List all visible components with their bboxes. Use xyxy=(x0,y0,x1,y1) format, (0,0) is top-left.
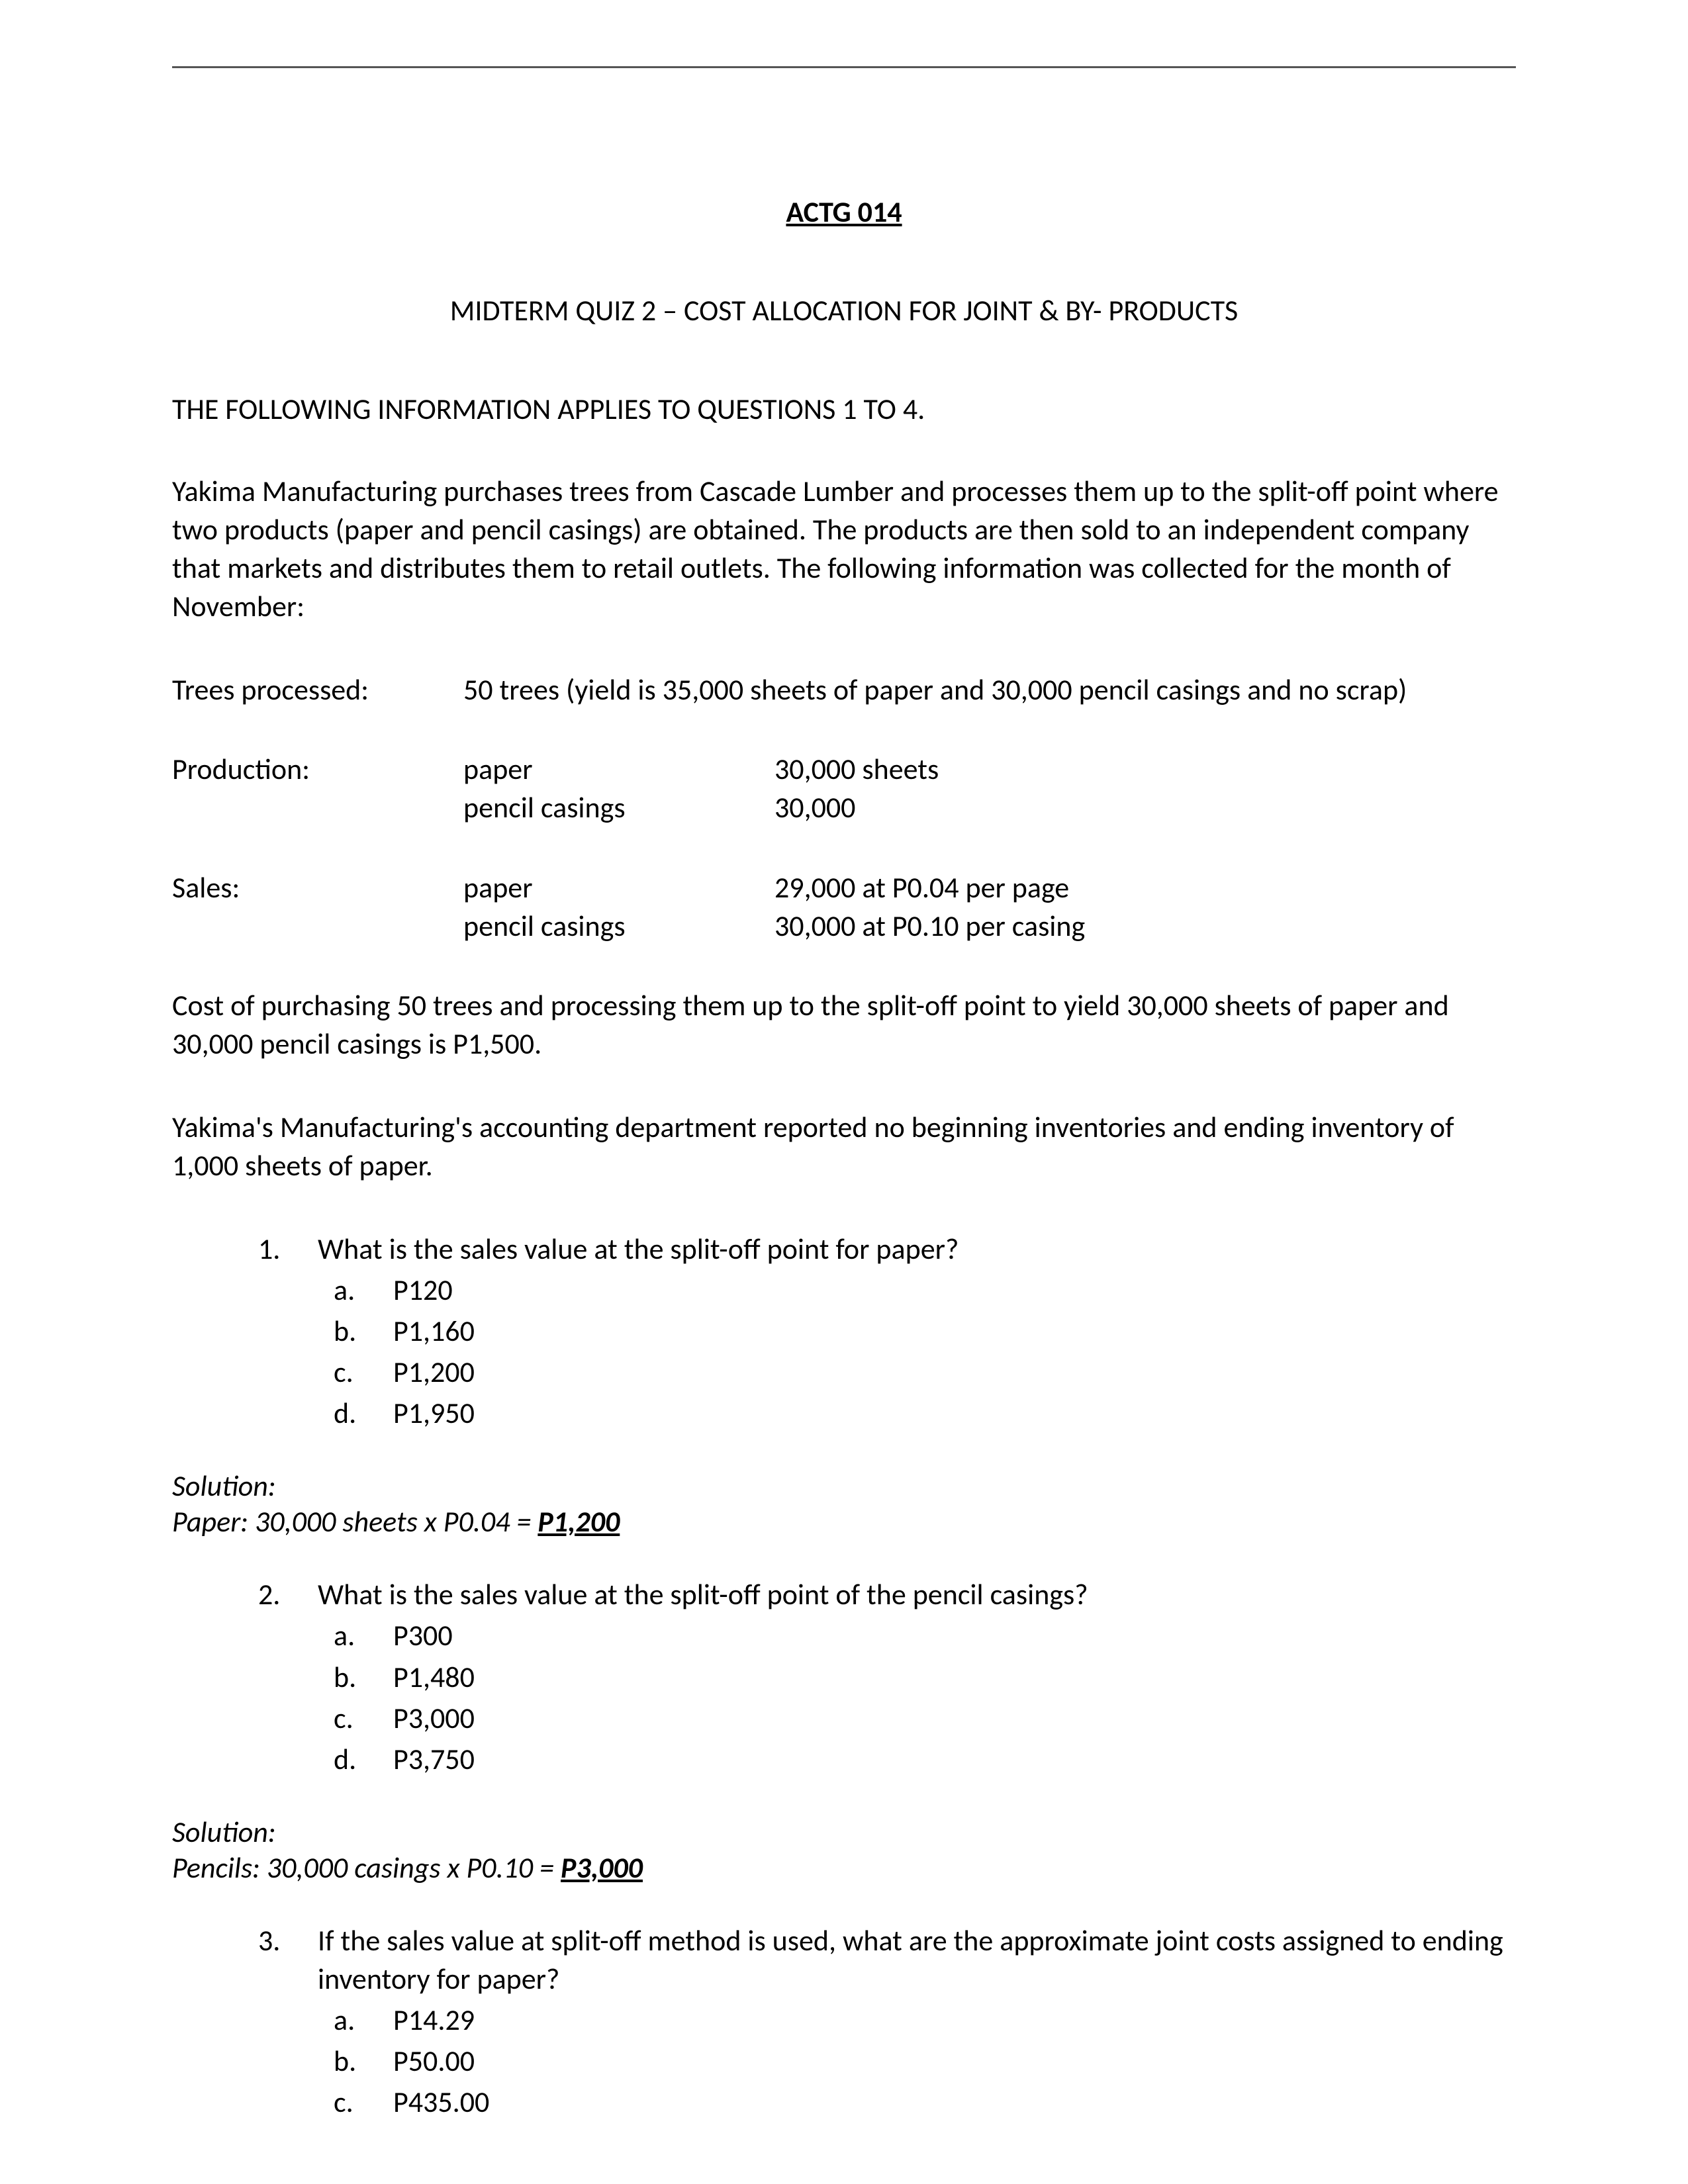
cost-paragraph: Cost of purchasing 50 trees and processi… xyxy=(172,986,1516,1063)
q2-number: 2. xyxy=(258,1575,318,1614)
q1-text: What is the sales value at the split-off… xyxy=(318,1230,1516,1268)
q1-option-d: d. P1,950 xyxy=(334,1394,1516,1432)
question-2: 2. What is the sales value at the split-… xyxy=(172,1575,1516,1778)
page: ACTG 014 MIDTERM QUIZ 2 – COST ALLOCATIO… xyxy=(0,0,1688,2121)
q1-solution: Paper: 30,000 sheets x P0.04 = P1,200 xyxy=(172,1504,1516,1539)
trees-value: 50 trees (yield is 35,000 sheets of pape… xyxy=(463,670,1516,709)
sales-label: Sales: xyxy=(172,868,463,907)
q3-option-b: b. P50.00 xyxy=(334,2042,1516,2080)
q1-number: 1. xyxy=(258,1230,318,1268)
production-qty-1: 30,000 xyxy=(774,788,1516,827)
q1-solution-label: Solution: xyxy=(172,1468,1516,1504)
q1-answer: P1,200 xyxy=(538,1504,620,1539)
sales-qty-1: 30,000 at P0.10 per casing xyxy=(774,907,1516,945)
q2-solution: Pencils: 30,000 casings x P0.10 = P3,000 xyxy=(172,1850,1516,1886)
q2-option-a: a. P300 xyxy=(334,1616,1516,1655)
production-item-0: paper xyxy=(463,750,774,788)
q1-option-b: b. P1,160 xyxy=(334,1312,1516,1350)
trees-block: Trees processed: 50 trees (yield is 35,0… xyxy=(172,670,1516,709)
q2-option-c: c. P3,000 xyxy=(334,1699,1516,1737)
q2-answer: P3,000 xyxy=(561,1850,643,1886)
trees-label: Trees processed: xyxy=(172,670,463,709)
production-item-1: pencil casings xyxy=(463,788,774,827)
q2-text: What is the sales value at the split-off… xyxy=(318,1575,1516,1614)
sales-qty-0: 29,000 at P0.04 per page xyxy=(774,868,1516,907)
question-3: 3. If the sales value at split-off metho… xyxy=(172,1921,1516,2121)
sales-item-0: paper xyxy=(463,868,774,907)
q3-text: If the sales value at split-off method i… xyxy=(318,1921,1516,1998)
applies-header: THE FOLLOWING INFORMATION APPLIES TO QUE… xyxy=(172,391,1516,427)
q2-solution-label: Solution: xyxy=(172,1814,1516,1850)
production-label: Production: xyxy=(172,750,463,788)
sales-item-1: pencil casings xyxy=(463,907,774,945)
sales-block: Sales: paper 29,000 at P0.04 per page pe… xyxy=(172,868,1516,945)
q3-option-a: a. P14.29 xyxy=(334,2001,1516,2039)
q3-option-c: c. P435.00 xyxy=(334,2083,1516,2121)
course-title: ACTG 014 xyxy=(172,194,1516,230)
inventory-paragraph: Yakima's Manufacturing's accounting depa… xyxy=(172,1108,1516,1185)
production-block: Production: paper 30,000 sheets pencil c… xyxy=(172,750,1516,827)
q2-option-d: d. P3,750 xyxy=(334,1740,1516,1778)
q2-option-b: b. P1,480 xyxy=(334,1658,1516,1696)
scenario-paragraph: Yakima Manufacturing purchases trees fro… xyxy=(172,472,1516,625)
quiz-subtitle: MIDTERM QUIZ 2 – COST ALLOCATION FOR JOI… xyxy=(172,293,1516,328)
q3-number: 3. xyxy=(258,1921,318,1998)
top-rule xyxy=(172,66,1516,68)
production-qty-0: 30,000 sheets xyxy=(774,750,1516,788)
q1-option-a: a. P120 xyxy=(334,1271,1516,1309)
q1-option-c: c. P1,200 xyxy=(334,1353,1516,1391)
question-1: 1. What is the sales value at the split-… xyxy=(172,1230,1516,1432)
